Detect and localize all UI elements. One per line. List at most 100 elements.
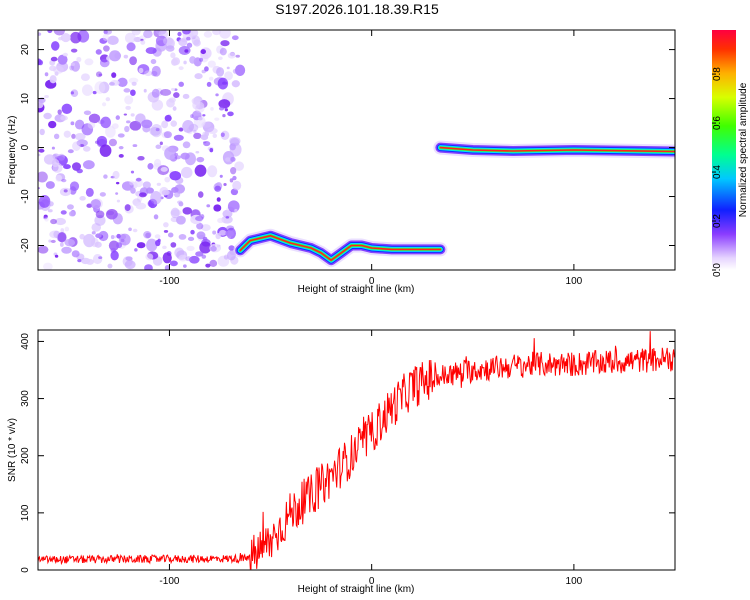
noise-speckle [61, 246, 72, 254]
noise-speckle [38, 32, 42, 36]
noise-speckle [102, 33, 110, 41]
noise-speckle [220, 132, 225, 138]
noise-speckle [55, 174, 63, 182]
noise-speckle [48, 201, 54, 207]
noise-speckle [129, 180, 134, 186]
noise-speckle [124, 260, 136, 270]
noise-speckle [95, 71, 103, 78]
noise-speckle [63, 164, 71, 170]
noise-speckle [130, 170, 135, 174]
noise-speckle [191, 35, 200, 46]
signal-track-high [439, 146, 675, 153]
noise-speckle [146, 238, 158, 252]
noise-speckle [197, 191, 204, 198]
noise-speckle [67, 149, 74, 154]
noise-speckle [234, 208, 238, 213]
noise-speckle [125, 105, 131, 110]
colorbar-tick-label: 0.4 [712, 165, 723, 179]
noise-speckle [43, 216, 48, 220]
noise-speckle [164, 176, 171, 183]
colorbar-label: Normalized spectral amplitude [738, 82, 749, 217]
noise-speckle [210, 245, 217, 252]
noise-speckle [110, 234, 115, 240]
noise-speckle [76, 56, 82, 63]
noise-speckle [108, 81, 115, 86]
noise-speckle [118, 145, 124, 150]
noise-speckle [142, 181, 151, 189]
noise-speckle [99, 192, 106, 197]
noise-speckle [116, 199, 121, 203]
noise-speckle [53, 65, 64, 74]
noise-speckle [44, 94, 49, 99]
noise-speckle [92, 253, 103, 265]
noise-speckle [101, 102, 107, 107]
noise-speckle [81, 123, 94, 136]
noise-speckle [139, 192, 147, 198]
noise-speckle [171, 87, 176, 91]
noise-speckle [140, 38, 144, 42]
noise-speckle [44, 72, 49, 77]
noise-speckle [178, 38, 188, 47]
noise-speckle [47, 30, 53, 34]
noise-speckle [48, 239, 52, 243]
spectrogram-x-label: Height of straight line (km) [298, 284, 415, 295]
noise-speckle [76, 139, 88, 147]
noise-speckle [224, 108, 228, 112]
noise-speckle [185, 256, 192, 262]
noise-speckle [164, 264, 170, 270]
noise-speckle [90, 199, 102, 209]
noise-speckle [132, 144, 138, 148]
noise-speckle [105, 97, 111, 102]
noise-speckle [145, 47, 157, 54]
y-tick-label: 200 [20, 447, 31, 464]
noise-speckle [155, 127, 160, 132]
noise-speckle [63, 189, 68, 193]
noise-speckle [135, 202, 147, 210]
x-tick-label: 100 [566, 276, 583, 287]
noise-speckle [234, 161, 245, 171]
noise-speckle [183, 60, 187, 65]
colorbar-tick-label: 0.0 [712, 263, 723, 277]
noise-speckle [117, 77, 128, 88]
noise-speckle [113, 235, 117, 239]
noise-speckle [54, 254, 59, 258]
noise-speckle [159, 141, 163, 146]
noise-speckle [162, 245, 167, 250]
noise-speckle [63, 130, 71, 138]
noise-speckle [74, 133, 86, 141]
y-tick-label: 100 [20, 504, 31, 521]
noise-speckle [225, 230, 235, 237]
noise-speckle [226, 250, 236, 261]
y-tick-label: 400 [20, 333, 31, 350]
noise-speckle [50, 41, 60, 51]
noise-speckle [168, 97, 176, 103]
noise-speckle [131, 81, 137, 86]
noise-speckle [218, 56, 223, 60]
x-tick-label: 0 [369, 276, 375, 287]
noise-speckle [231, 35, 239, 41]
noise-speckle [209, 259, 218, 267]
noise-speckle [94, 215, 106, 226]
noise-speckle [160, 124, 164, 127]
noise-speckle [98, 73, 103, 77]
noise-speckle [182, 207, 192, 215]
noise-speckle [163, 131, 172, 139]
noise-speckle [218, 99, 231, 109]
noise-speckle [128, 77, 139, 84]
noise-speckle [82, 146, 91, 152]
noise-speckle [82, 160, 95, 170]
noise-speckle [162, 252, 172, 264]
noise-speckle [145, 187, 154, 194]
noise-speckle [85, 258, 95, 265]
noise-speckle [208, 76, 214, 81]
noise-speckle [230, 166, 237, 175]
noise-speckle [79, 233, 85, 240]
noise-speckle [205, 263, 211, 268]
noise-speckle [71, 162, 82, 171]
noise-speckle [126, 42, 136, 52]
noise-speckle [186, 245, 195, 251]
noise-speckle [207, 60, 216, 68]
colorbar-tick-label: 0.6 [712, 116, 723, 130]
noise-speckle [70, 60, 81, 72]
